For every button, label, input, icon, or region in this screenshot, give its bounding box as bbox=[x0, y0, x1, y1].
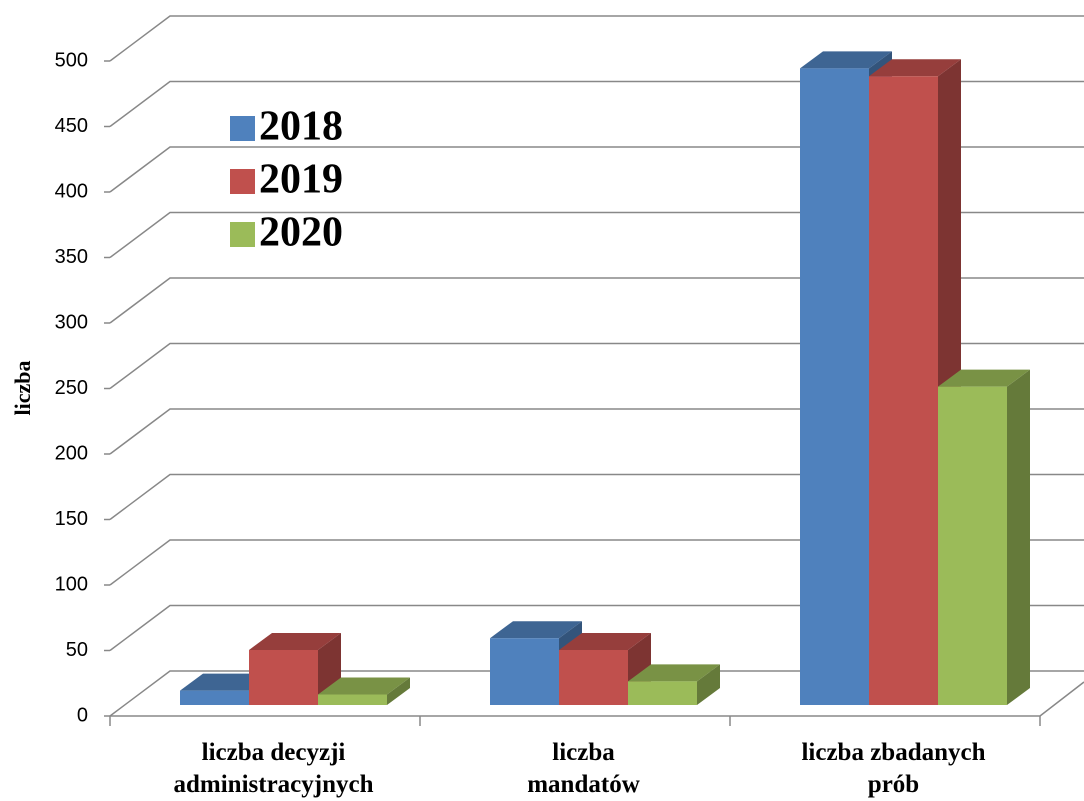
legend-swatch bbox=[230, 169, 255, 194]
bar-top bbox=[559, 632, 651, 650]
bar bbox=[249, 632, 341, 705]
y-tick-label: 500 bbox=[55, 49, 88, 71]
grid-line bbox=[109, 342, 1084, 390]
y-tick-label: 50 bbox=[66, 639, 88, 661]
legend-label: 2019 bbox=[259, 157, 343, 203]
y-tick-label: 300 bbox=[55, 311, 88, 333]
y-tick-label: 200 bbox=[55, 442, 88, 464]
legend-label: 2018 bbox=[259, 104, 343, 150]
legend-label: 2020 bbox=[259, 210, 343, 256]
grid-line bbox=[109, 604, 1084, 652]
bar-side bbox=[697, 664, 720, 705]
bar-front bbox=[800, 68, 869, 706]
y-axis-title: liczba bbox=[10, 361, 35, 416]
bar-front bbox=[180, 690, 249, 705]
bar-front bbox=[938, 386, 1007, 705]
y-tick-label: 400 bbox=[55, 180, 88, 202]
y-tick-label: 350 bbox=[55, 246, 88, 268]
bar-top bbox=[800, 51, 892, 69]
y-tick-label: 100 bbox=[55, 573, 88, 595]
bar-front bbox=[869, 76, 938, 705]
bar-top bbox=[490, 621, 582, 639]
y-tick-label: 250 bbox=[55, 377, 88, 399]
grid-line bbox=[109, 146, 1084, 193]
y-tick-label: 0 bbox=[77, 704, 88, 726]
bar-top bbox=[318, 677, 410, 695]
y-tick-label: 450 bbox=[55, 115, 88, 137]
grid-line bbox=[109, 473, 1084, 521]
bar bbox=[628, 664, 720, 705]
bar bbox=[318, 677, 410, 705]
bar-top bbox=[938, 369, 1030, 387]
bar-front bbox=[318, 694, 387, 705]
grid-line bbox=[109, 277, 1084, 324]
grid-line bbox=[109, 211, 1084, 259]
bar-front bbox=[628, 681, 697, 705]
x-tick-label: mandatów bbox=[527, 771, 640, 798]
grid-line bbox=[109, 539, 1084, 586]
grid-line bbox=[109, 670, 1084, 717]
y-tick-label: 150 bbox=[55, 508, 88, 530]
bar-side bbox=[1007, 369, 1030, 705]
legend-swatch bbox=[230, 116, 255, 141]
bar-front bbox=[249, 649, 318, 705]
bar-front bbox=[490, 638, 559, 705]
bar-top bbox=[869, 59, 961, 77]
bar-top bbox=[249, 632, 341, 650]
x-tick-label: administracyjnych bbox=[174, 771, 374, 798]
grid-line bbox=[109, 408, 1084, 455]
legend-swatch bbox=[230, 222, 255, 247]
bar-front bbox=[559, 649, 628, 705]
x-tick-label: liczba bbox=[552, 739, 615, 766]
grid-line bbox=[109, 80, 1084, 128]
bar bbox=[938, 369, 1030, 705]
bar-side bbox=[387, 677, 410, 705]
grid-line bbox=[109, 15, 1084, 62]
bar-top bbox=[628, 664, 720, 682]
x-tick-label: prób bbox=[868, 771, 919, 798]
x-tick-label: liczba decyzji bbox=[202, 739, 346, 766]
x-tick-label: liczba zbadanych bbox=[801, 739, 985, 766]
